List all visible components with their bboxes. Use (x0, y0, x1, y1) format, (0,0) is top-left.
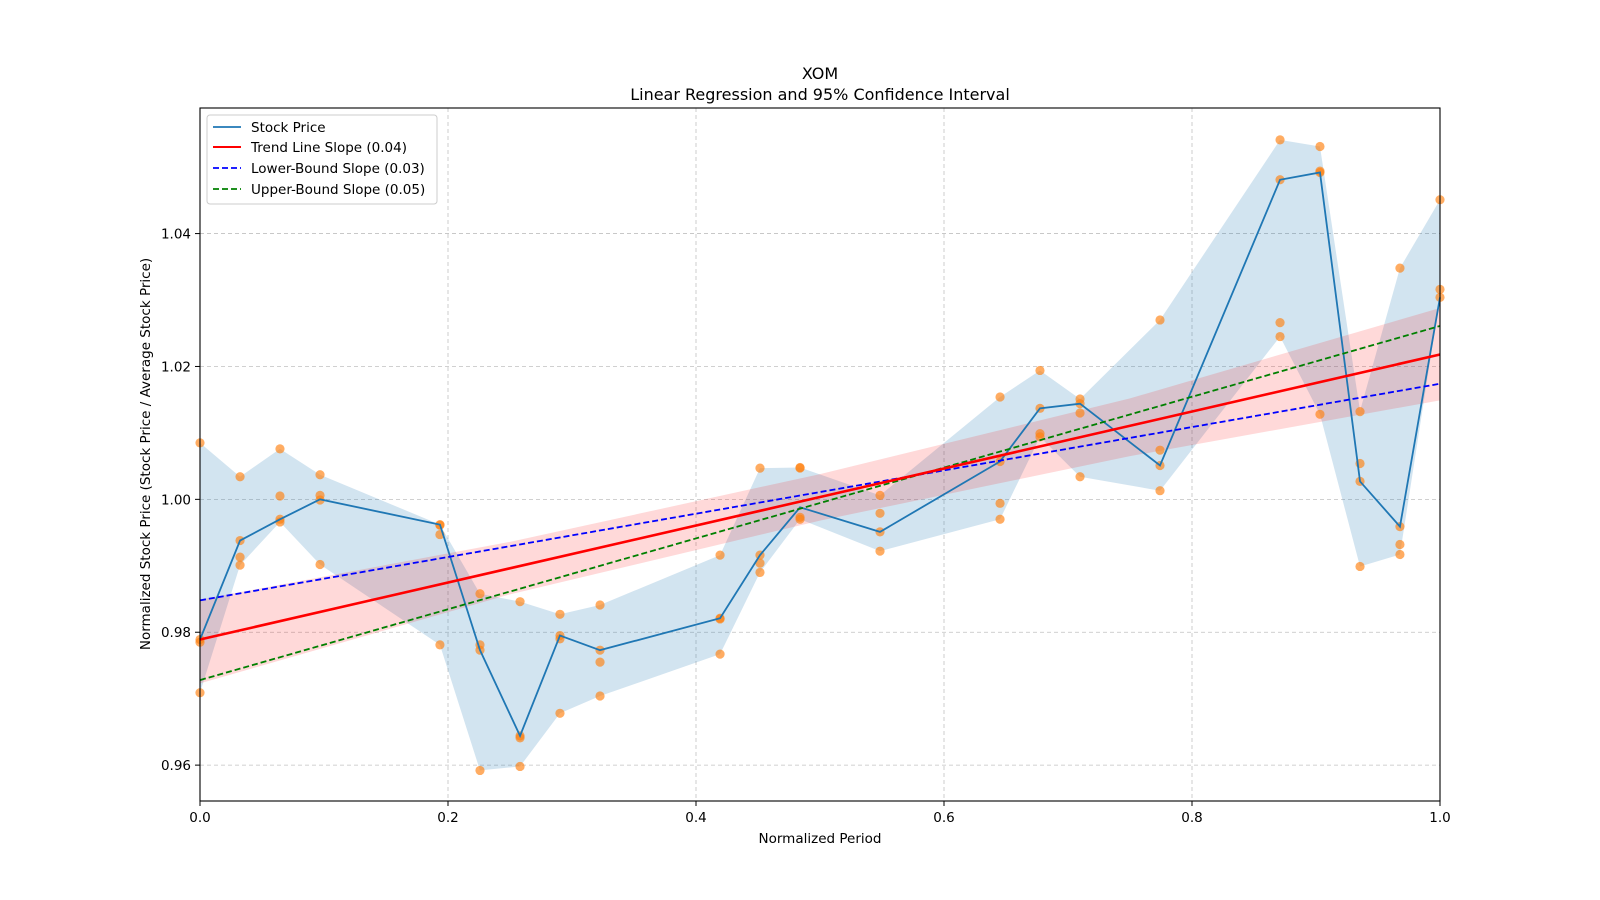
legend-label: Upper-Bound Slope (0.05) (251, 182, 425, 198)
legend-label: Trend Line Slope (0.04) (250, 140, 407, 156)
y-axis-ticks: 0.96 0.98 1.00 1.02 1.04 (161, 227, 200, 774)
scatter-point (1035, 365, 1045, 376)
upper-bound-line (199, 325, 1441, 681)
price-range-band (200, 139, 1440, 771)
scatter-point (315, 470, 325, 480)
legend-item-lower-bound: Lower-Bound Slope (0.03) (213, 161, 425, 177)
scatter-point (795, 463, 805, 473)
scatter-point (715, 649, 725, 659)
scatter-point (1275, 331, 1285, 342)
x-tick-label: 0.6 (933, 810, 954, 826)
scatter-point (555, 609, 565, 619)
scatter-point (475, 765, 485, 776)
scatter-point (995, 514, 1005, 524)
scatter-point (595, 657, 605, 667)
axes-frame (199, 107, 1441, 802)
scatter-point (555, 708, 565, 718)
scatter-point (875, 490, 885, 500)
legend-item-trend-line: Trend Line Slope (0.04) (213, 140, 407, 156)
x-tick-label: 1.0 (1429, 810, 1450, 826)
scatter-point (875, 508, 885, 518)
scatter-point (435, 640, 445, 650)
scatter-point (595, 691, 605, 701)
legend-item-upper-bound: Upper-Bound Slope (0.05) (213, 182, 425, 198)
scatter-point (875, 546, 885, 556)
series-lines (199, 171, 1441, 739)
scatter-point (755, 463, 765, 473)
scatter-point (1075, 472, 1085, 482)
price-range-area (200, 139, 1440, 771)
y-tick-label: 1.02 (161, 359, 191, 375)
trend-line (199, 353, 1441, 641)
x-axis-label: Normalized Period (759, 831, 882, 847)
scatter-point (1395, 539, 1405, 550)
scatter-point (515, 597, 525, 607)
scatter-point (1355, 407, 1365, 417)
x-tick-label: 0.8 (1181, 810, 1202, 826)
scatter-point (795, 514, 805, 524)
stock-price-line (199, 171, 1441, 739)
y-tick-label: 0.96 (161, 758, 191, 774)
x-tick-label: 0.0 (189, 810, 210, 826)
scatter-point (235, 552, 245, 562)
scatter-point (1395, 549, 1405, 560)
legend: Stock Price Trend Line Slope (0.04) Lowe… (206, 114, 438, 205)
scatter-point (475, 589, 485, 599)
scatter-point (1155, 315, 1165, 325)
chart-subtitle: Linear Regression and 95% Confidence Int… (630, 85, 1010, 104)
y-tick-label: 1.04 (161, 227, 191, 243)
scatter-point (275, 444, 285, 454)
x-tick-label: 0.4 (685, 810, 706, 826)
scatter-point (275, 491, 285, 501)
legend-item-stock-price: Stock Price (213, 120, 326, 136)
scatter-points (195, 135, 1445, 776)
y-tick-label: 1.00 (161, 492, 191, 508)
scatter-point (715, 550, 725, 560)
scatter-point (515, 761, 525, 772)
scatter-point (1155, 445, 1165, 455)
scatter-point (1075, 408, 1085, 418)
scatter-point (755, 567, 765, 578)
scatter-point (755, 558, 765, 568)
legend-label: Stock Price (251, 120, 326, 136)
legend-label: Lower-Bound Slope (0.03) (251, 161, 425, 177)
scatter-point (235, 560, 245, 570)
scatter-point (1395, 263, 1405, 273)
scatter-point (595, 600, 605, 610)
y-axis-label: Normalized Stock Price (Stock Price / Av… (138, 258, 154, 650)
scatter-point (1275, 318, 1285, 328)
chart-title: XOM (802, 64, 838, 83)
scatter-point (1315, 141, 1325, 152)
scatter-point (995, 498, 1005, 508)
scatter-point (315, 559, 325, 570)
scatter-point (1315, 409, 1325, 419)
x-axis-ticks: 0.0 0.2 0.4 0.6 0.8 1.0 (189, 801, 1451, 826)
scatter-point (1155, 486, 1165, 496)
scatter-point (995, 392, 1005, 402)
lower-bound-line (199, 382, 1441, 602)
x-tick-label: 0.2 (437, 810, 458, 826)
y-tick-label: 0.98 (161, 625, 191, 641)
scatter-point (1355, 561, 1365, 572)
legend-box (206, 114, 438, 205)
scatter-point (1275, 135, 1285, 145)
scatter-point (235, 472, 245, 482)
